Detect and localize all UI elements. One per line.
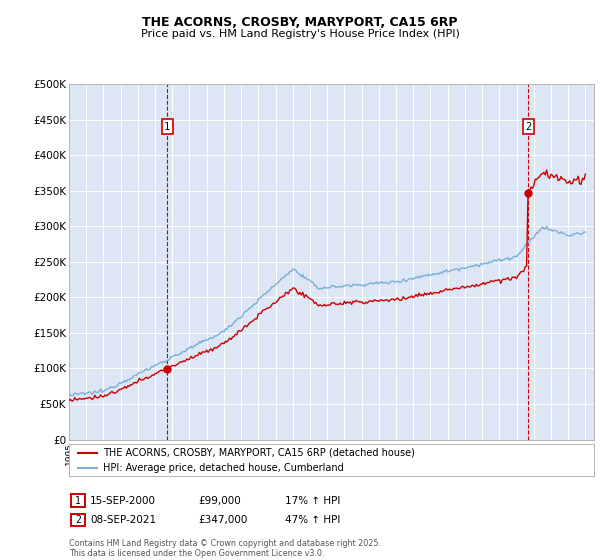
Text: 2: 2 bbox=[525, 122, 532, 132]
Text: 17% ↑ HPI: 17% ↑ HPI bbox=[285, 496, 340, 506]
Text: 15-SEP-2000: 15-SEP-2000 bbox=[90, 496, 156, 506]
Text: £99,000: £99,000 bbox=[198, 496, 241, 506]
Text: 08-SEP-2021: 08-SEP-2021 bbox=[90, 515, 156, 525]
Text: 47% ↑ HPI: 47% ↑ HPI bbox=[285, 515, 340, 525]
Text: Contains HM Land Registry data © Crown copyright and database right 2025.
This d: Contains HM Land Registry data © Crown c… bbox=[69, 539, 381, 558]
Text: 1: 1 bbox=[75, 496, 81, 506]
Text: 1: 1 bbox=[164, 122, 170, 132]
Text: HPI: Average price, detached house, Cumberland: HPI: Average price, detached house, Cumb… bbox=[103, 463, 344, 473]
Text: Price paid vs. HM Land Registry's House Price Index (HPI): Price paid vs. HM Land Registry's House … bbox=[140, 29, 460, 39]
Text: THE ACORNS, CROSBY, MARYPORT, CA15 6RP (detached house): THE ACORNS, CROSBY, MARYPORT, CA15 6RP (… bbox=[103, 447, 415, 458]
Text: THE ACORNS, CROSBY, MARYPORT, CA15 6RP: THE ACORNS, CROSBY, MARYPORT, CA15 6RP bbox=[142, 16, 458, 29]
Text: 2: 2 bbox=[75, 515, 81, 525]
Text: £347,000: £347,000 bbox=[198, 515, 247, 525]
